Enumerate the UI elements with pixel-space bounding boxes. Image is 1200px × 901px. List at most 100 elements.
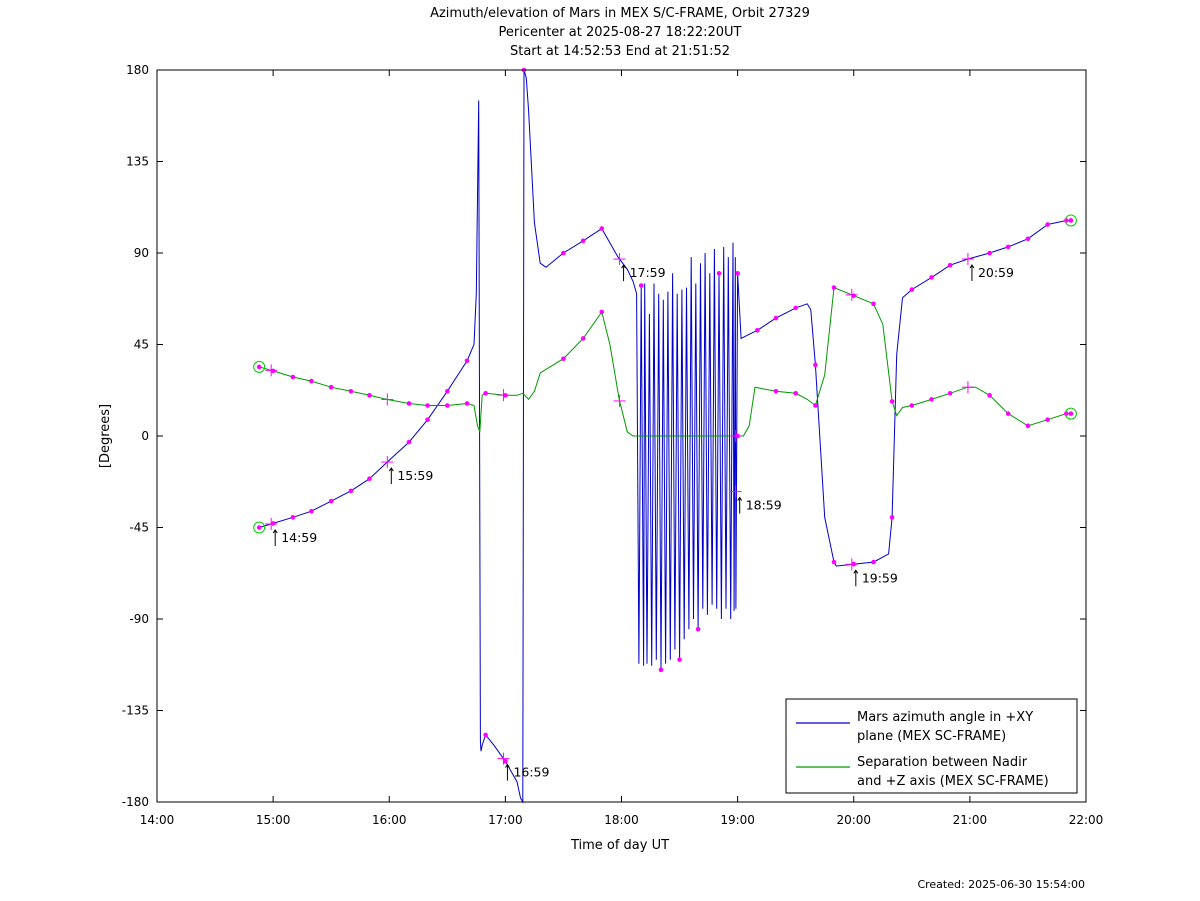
- series-line-azimuth: [259, 69, 1071, 804]
- annotation-arrowhead: [969, 264, 975, 269]
- data-point-azimuth: [947, 262, 953, 268]
- annotation-arrowhead: [388, 467, 394, 472]
- data-point-separation: [256, 364, 262, 370]
- annotation-arrowhead: [737, 496, 743, 501]
- annotation-label: 19:59: [862, 570, 898, 585]
- x-axis: 14:00 15:00 16:00 17:00 18:00 19:00 20:00 21:00…: [140, 70, 1103, 827]
- data-point-separation: [406, 401, 412, 406]
- data-point-separation: [309, 378, 314, 384]
- x-tick-label: 16:00: [372, 813, 407, 827]
- data-point-separation: [464, 401, 470, 406]
- endpoint-circle-azimuth: [253, 521, 266, 534]
- data-point-separation: [947, 391, 953, 396]
- data-point-azimuth: [445, 388, 450, 394]
- data-point-azimuth: [309, 508, 314, 514]
- data-point-azimuth: [813, 362, 818, 368]
- data-point-azimuth: [929, 275, 934, 280]
- data-point-azimuth: [716, 271, 722, 276]
- data-point-azimuth: [871, 559, 876, 565]
- annotation-label: 16:59: [513, 765, 549, 780]
- annotation-label: 14:59: [281, 530, 317, 545]
- data-point-azimuth: [889, 515, 895, 520]
- data-point-azimuth: [638, 283, 644, 288]
- series-layer: [259, 69, 1071, 804]
- x-tick-label: 17:00: [488, 813, 523, 827]
- annotation-label: 20:59: [978, 265, 1014, 280]
- data-point-separation: [1068, 411, 1074, 416]
- data-point-azimuth: [1045, 222, 1050, 227]
- data-point-azimuth: [425, 417, 430, 423]
- data-point-separation: [773, 388, 779, 394]
- data-point-separation: [580, 336, 586, 341]
- data-point-azimuth: [270, 521, 276, 526]
- legend-label-azimuth-line-2: plane (MEX SC-FRAME): [857, 729, 1006, 744]
- endpoint-circle-separation: [1064, 407, 1077, 420]
- data-point-azimuth: [561, 250, 566, 256]
- data-point-azimuth: [1063, 218, 1069, 223]
- legend-box: [785, 698, 1078, 794]
- annotation-label: 18:59: [746, 498, 782, 513]
- data-point-separation: [328, 384, 334, 390]
- annotation-arrowhead: [621, 264, 626, 269]
- data-point-azimuth: [831, 559, 837, 565]
- data-point-separation: [561, 356, 566, 362]
- x-tick-label: 15:00: [256, 813, 291, 827]
- data-point-separation: [290, 374, 296, 380]
- data-point-azimuth: [658, 667, 664, 673]
- data-point-separation: [270, 368, 276, 374]
- data-point-azimuth: [503, 759, 508, 764]
- data-point-separation: [889, 399, 895, 404]
- data-point-separation: [1025, 423, 1031, 429]
- y-tick-label: 135: [126, 155, 149, 169]
- marker-layer: [253, 67, 1077, 764]
- data-point-azimuth: [695, 626, 701, 632]
- legend: Mars azimuth angle in +XY plane (MEX SC-…: [785, 698, 1078, 794]
- data-point-azimuth: [406, 439, 412, 445]
- data-point-azimuth: [755, 327, 760, 333]
- data-point-separation: [813, 403, 818, 408]
- y-tick-label: 0: [141, 429, 149, 443]
- data-point-separation: [871, 301, 876, 307]
- y-axis: 180 135 90 45 0 -45 -90 -135 -180: [122, 63, 1086, 809]
- chart-title-line-1: Azimuth/elevation of Mars in MEX S/C-FRA…: [430, 6, 810, 21]
- annotation-layer: 14:59 15:59 16:59 17:59 18:59 19:59 20:59: [265, 252, 1014, 781]
- x-tick-label: 14:00: [140, 813, 175, 827]
- annotation-arrowhead: [272, 529, 278, 534]
- data-point-azimuth: [328, 498, 334, 504]
- annotation-label: 17:59: [630, 265, 666, 280]
- legend-label-separation-line-1: Separation between Nadir: [857, 755, 1028, 770]
- endpoint-circle-separation: [253, 360, 266, 373]
- data-point-separation: [367, 393, 372, 398]
- data-point-separation: [831, 285, 837, 290]
- x-axis-label: Time of day UT: [570, 838, 669, 853]
- data-point-separation: [483, 391, 488, 396]
- data-point-azimuth: [1005, 244, 1011, 250]
- data-point-separation: [599, 309, 605, 315]
- data-point-separation: [445, 403, 450, 408]
- annotation-arrowhead: [505, 763, 510, 768]
- annotation-arrowhead: [853, 569, 859, 574]
- y-tick-label: 90: [134, 246, 149, 260]
- data-point-azimuth: [909, 287, 915, 292]
- annotation-label: 15:59: [397, 468, 433, 483]
- data-point-azimuth: [580, 238, 586, 244]
- y-tick-label: 180: [126, 63, 149, 77]
- data-point-azimuth: [290, 515, 296, 520]
- x-tick-label: 21:00: [953, 813, 988, 827]
- y-axis-label: [Degrees]: [98, 404, 113, 468]
- data-point-separation: [348, 388, 354, 394]
- data-point-azimuth: [483, 732, 488, 738]
- data-point-azimuth: [773, 315, 779, 321]
- data-point-separation: [909, 403, 915, 408]
- data-point-separation: [929, 397, 934, 402]
- y-tick-label: 45: [134, 338, 149, 352]
- data-point-azimuth: [793, 305, 798, 311]
- created-timestamp: Created: 2025-06-30 15:54:00: [917, 878, 1085, 891]
- data-point-azimuth: [735, 271, 740, 276]
- y-tick-label: -135: [122, 704, 149, 718]
- legend-label-azimuth-line-1: Mars azimuth angle in +XY: [857, 710, 1033, 725]
- data-point-separation: [1045, 417, 1050, 423]
- y-tick-label: -180: [122, 795, 149, 809]
- data-point-separation: [987, 393, 992, 398]
- data-point-azimuth: [1068, 218, 1074, 223]
